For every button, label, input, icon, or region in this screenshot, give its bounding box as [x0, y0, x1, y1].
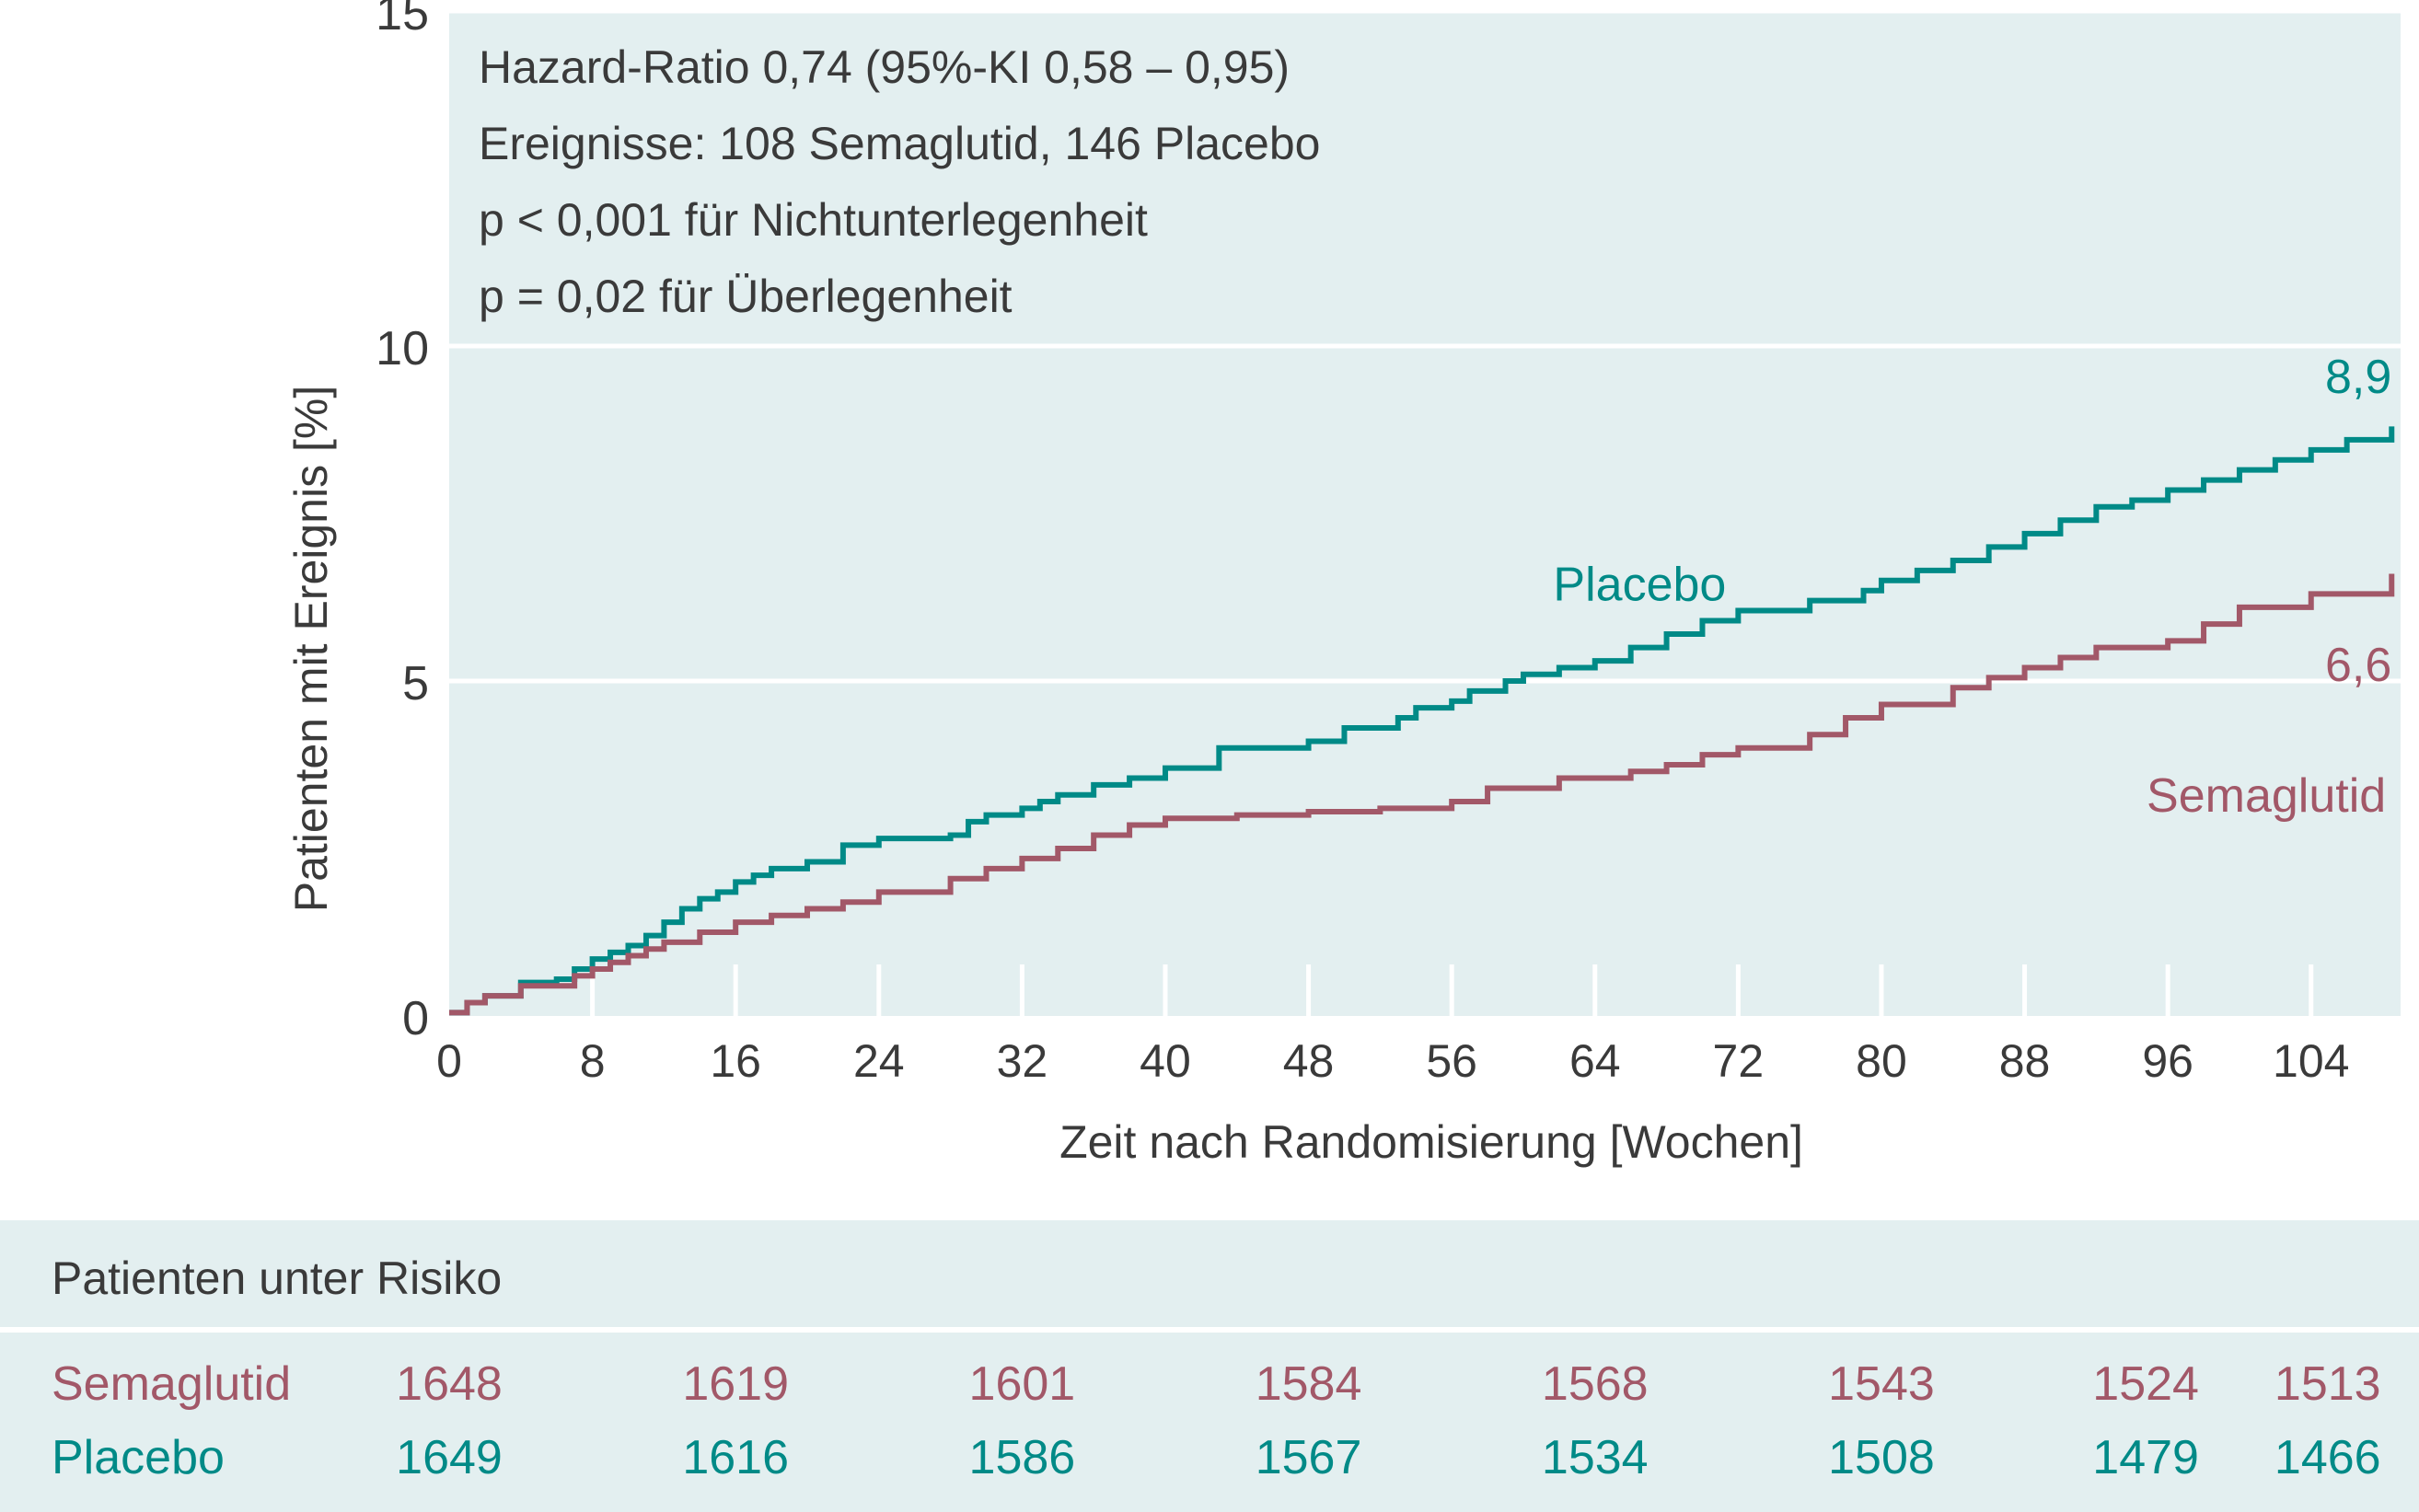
series-line-semaglutid: [449, 573, 2395, 1016]
x-axis-label: Zeit nach Randomisierung [Wochen]: [1059, 1116, 1803, 1168]
y-ticks: 0 5 10 15: [376, 0, 429, 1045]
x-ticks: 0 8 16 24 32 40 48 56 64 72 80 88 96 104: [436, 1035, 2349, 1087]
risk-value-placebo: 1649: [396, 1431, 503, 1484]
series-line-placebo: [449, 426, 2395, 1016]
risk-value-semaglutid: 1584: [1255, 1357, 1362, 1411]
x-tick-label: 80: [1856, 1035, 1907, 1087]
x-tick-label: 16: [710, 1035, 761, 1087]
x-tick-label: 104: [2273, 1035, 2349, 1087]
risk-value-placebo: 1616: [682, 1431, 790, 1484]
risk-value-semaglutid: 1513: [2274, 1357, 2381, 1411]
x-tick-label: 40: [1140, 1035, 1191, 1087]
risk-table-title: Patienten unter Risiko: [52, 1252, 503, 1304]
plot-background: [449, 11, 2401, 1016]
stats-annotation: Hazard-Ratio 0,74 (95%-KI 0,58 – 0,95) Er…: [479, 41, 1320, 322]
stats-annotation-line: p = 0,02 für Überlegenheit: [479, 271, 1013, 322]
stats-annotation-line: Ereignisse: 108 Semaglutid, 146 Placebo: [479, 118, 1320, 169]
risk-value-semaglutid: 1619: [682, 1357, 790, 1411]
x-tick-label: 72: [1713, 1035, 1765, 1087]
risk-value-placebo: 1567: [1255, 1431, 1362, 1484]
risk-value-placebo: 1508: [1828, 1431, 1935, 1484]
stats-annotation-line: Hazard-Ratio 0,74 (95%-KI 0,58 – 0,95): [479, 41, 1290, 93]
y-tick-label: 5: [402, 657, 429, 710]
risk-value-placebo: 1466: [2274, 1431, 2381, 1484]
x-tick-label: 48: [1283, 1035, 1335, 1087]
y-tick-label: 0: [402, 992, 429, 1045]
y-tick-label: 10: [376, 322, 429, 375]
risk-value-semaglutid: 1568: [1541, 1357, 1649, 1411]
x-tick-label: 32: [997, 1035, 1048, 1087]
risk-value-semaglutid: 1543: [1828, 1357, 1935, 1411]
x-tick-label: 8: [580, 1035, 606, 1087]
series-labels: Placebo 8,9 Semaglutid 6,6: [1553, 351, 2391, 823]
risk-row-label-semaglutid: Semaglutid: [52, 1357, 292, 1411]
risk-value-placebo: 1534: [1541, 1431, 1649, 1484]
risk-row-label-placebo: Placebo: [52, 1431, 225, 1484]
x-tick-label: 64: [1569, 1035, 1621, 1087]
x-tick-label: 96: [2142, 1035, 2193, 1087]
y-tick-label: 15: [376, 0, 429, 40]
series-name-placebo: Placebo: [1553, 559, 1726, 612]
stats-annotation-line: p < 0,001 für Nichtunterlegenheit: [479, 194, 1148, 246]
x-tick-label: 0: [436, 1035, 462, 1087]
kaplan-meier-chart: 0 8 16 24 32 40 48 56 64 72 80 88 96 104 0 5 10 15 Place…: [285, 0, 2401, 1168]
series-lines: [449, 426, 2395, 1016]
chart-area: 0 8 16 24 32 40 48 56 64 72 80 88 96 104 0 5 10 15 Place…: [285, 0, 2401, 1168]
risk-value-placebo: 1586: [968, 1431, 1076, 1484]
series-end-value-placebo: 8,9: [2325, 351, 2391, 404]
series-end-value-semaglutid: 6,6: [2325, 639, 2391, 692]
risk-value-semaglutid: 1524: [2092, 1357, 2199, 1411]
series-name-semaglutid: Semaglutid: [2147, 769, 2386, 823]
x-tick-label: 88: [1999, 1035, 2051, 1087]
x-tick-label: 56: [1426, 1035, 1477, 1087]
risk-value-semaglutid: 1648: [396, 1357, 503, 1411]
risk-value-placebo: 1479: [2092, 1431, 2199, 1484]
x-tick-label: 24: [853, 1035, 905, 1087]
gridlines: [449, 8, 2401, 1016]
risk-value-semaglutid: 1601: [968, 1357, 1076, 1411]
risk-table-divider: [0, 1327, 2419, 1333]
y-axis-label: Patienten mit Ereignis [%]: [285, 386, 337, 913]
risk-table-background: [0, 1220, 2419, 1512]
